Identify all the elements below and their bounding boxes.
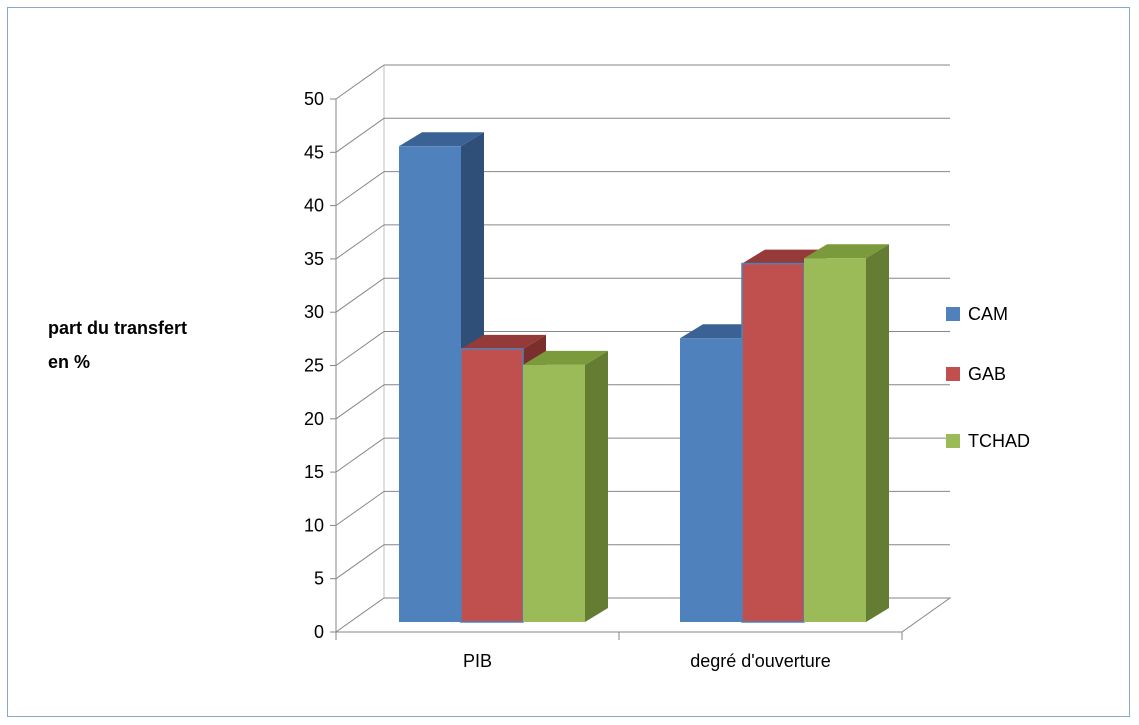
y-tick-label: 5 — [314, 569, 324, 589]
x-axis-labels: PIB degré d'ouverture — [335, 632, 903, 671]
y-tick-label: 0 — [314, 622, 324, 642]
gridline-diagonal — [335, 171, 385, 207]
bars — [399, 132, 889, 623]
y-axis-ticks: 0 5 10 15 20 25 30 35 40 45 50 — [304, 89, 336, 642]
bar — [523, 350, 608, 622]
gridline-diagonal — [335, 117, 385, 153]
gridline-diagonal — [335, 384, 385, 420]
legend-label: TCHAD — [968, 431, 1030, 451]
legend-swatch — [946, 367, 960, 381]
gridline-diagonal — [335, 437, 385, 473]
legend-swatch — [946, 434, 960, 448]
y-tick-label: 35 — [304, 249, 324, 269]
x-category-label: degré d'ouverture — [690, 651, 831, 671]
y-tick-label: 45 — [304, 142, 324, 162]
bar-top — [804, 244, 889, 259]
gridline-diagonal — [335, 277, 385, 313]
bar-side — [585, 350, 608, 622]
y-axis-title: part du transfert en % — [48, 318, 187, 372]
bar-front — [399, 146, 461, 622]
bar — [804, 244, 889, 623]
y-tick-label: 25 — [304, 356, 324, 376]
bar-front — [680, 338, 742, 622]
gridline-diagonal — [335, 544, 385, 580]
y-tick-label: 40 — [304, 196, 324, 216]
legend-label: CAM — [968, 304, 1008, 324]
gridline-diagonal — [335, 490, 385, 526]
x-category-label: PIB — [463, 651, 492, 671]
floor — [334, 597, 952, 633]
y-tick-label: 15 — [304, 462, 324, 482]
y-tick-label: 50 — [304, 89, 324, 109]
gridline-diagonal — [335, 64, 385, 100]
bar-top — [461, 334, 546, 349]
y-tick-label: 30 — [304, 302, 324, 322]
gridline-diagonal — [335, 224, 385, 260]
legend-swatch — [946, 307, 960, 321]
gridline-diagonal — [335, 331, 385, 366]
y-tick-label: 20 — [304, 409, 324, 429]
bar-front — [523, 364, 585, 622]
legend-label: GAB — [968, 364, 1006, 384]
bar-top — [523, 350, 608, 365]
bar-front — [460, 348, 524, 623]
legend: CAM GAB TCHAD — [946, 304, 1030, 451]
y-tick-label: 10 — [304, 515, 324, 535]
bar-front — [741, 262, 805, 623]
bar-top — [399, 132, 484, 147]
y-axis-title-line-2: en % — [48, 352, 90, 372]
bar-front — [804, 258, 866, 622]
bar-side — [866, 244, 889, 623]
y-axis-title-line-1: part du transfert — [48, 318, 187, 338]
